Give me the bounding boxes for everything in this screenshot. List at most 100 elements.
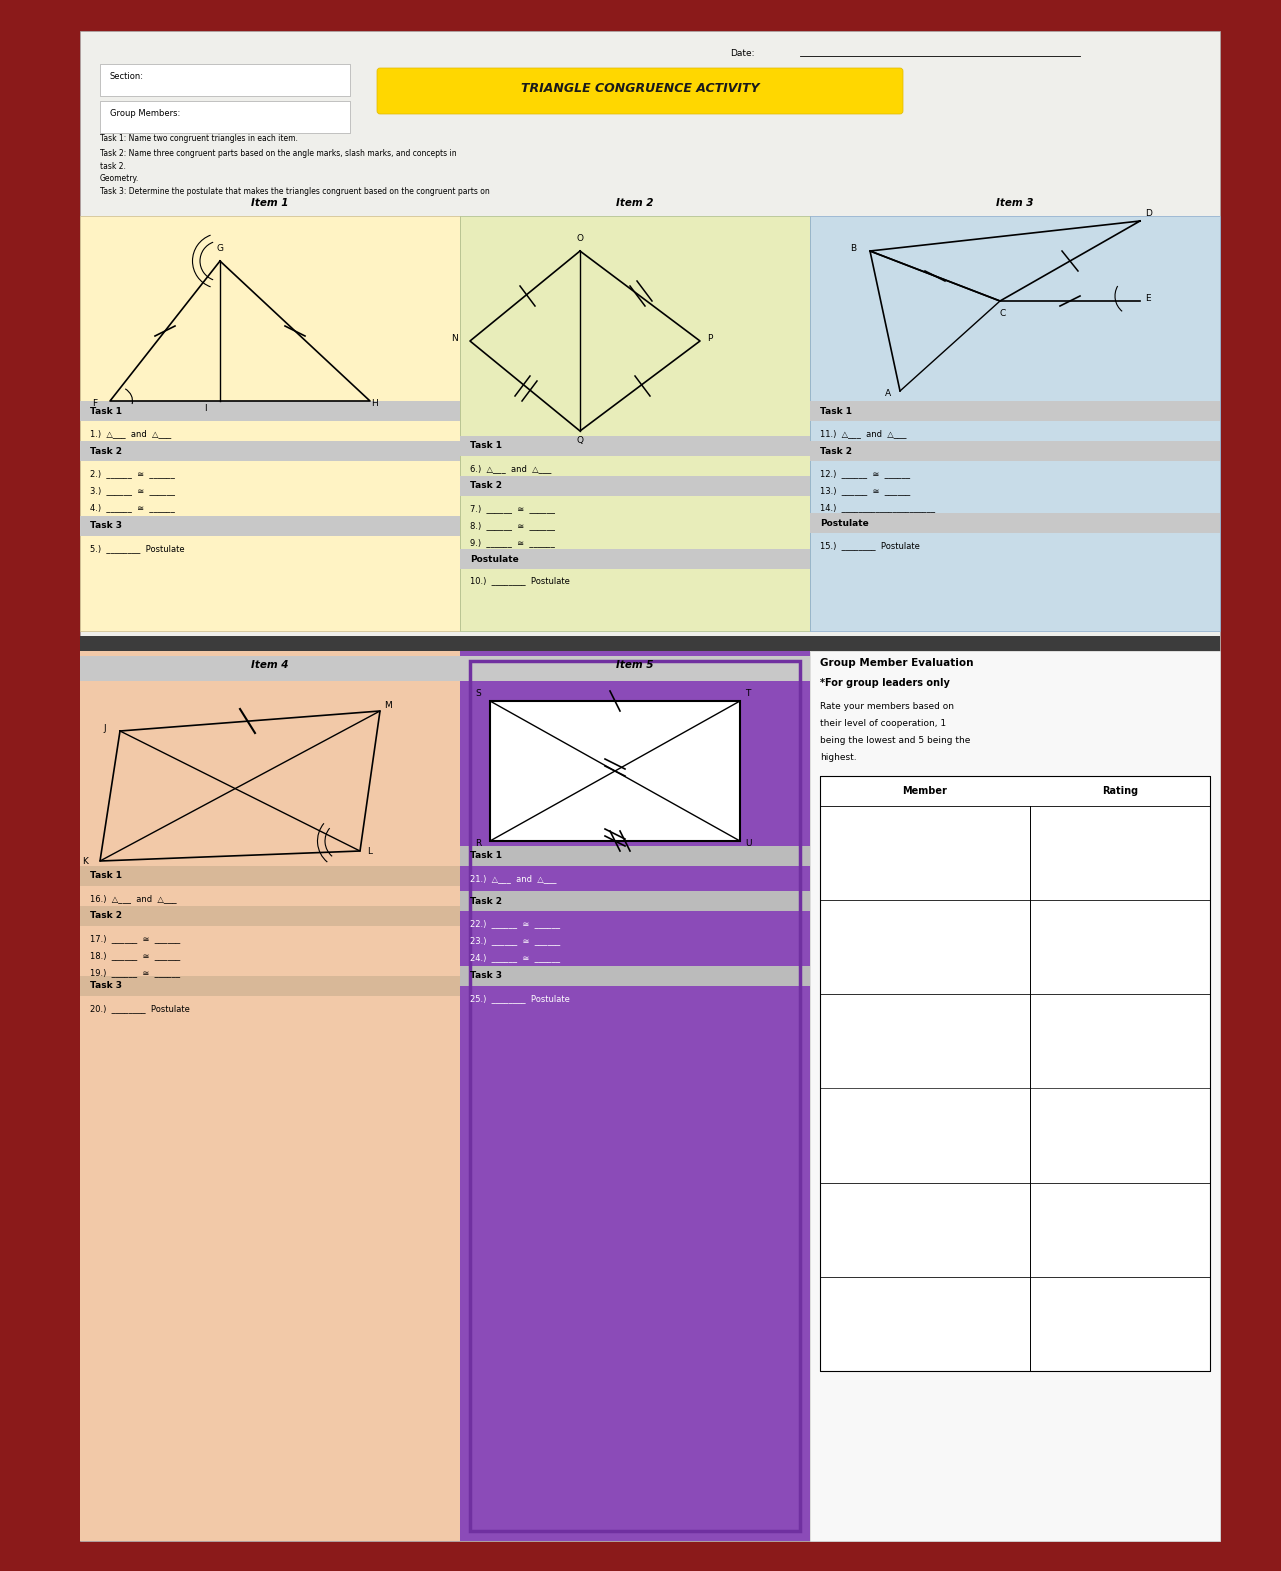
Text: 22.)  ______  ≅  ______: 22.) ______ ≅ ______ <box>470 919 560 928</box>
Text: H: H <box>371 399 378 408</box>
Text: 5.)  ________  Postulate: 5.) ________ Postulate <box>90 544 184 553</box>
Text: 14.)  ______________________: 14.) ______________________ <box>820 503 935 512</box>
Bar <box>820 1089 1211 1183</box>
Text: being the lowest and 5 being the: being the lowest and 5 being the <box>820 735 971 745</box>
Bar <box>79 31 1220 1541</box>
Bar <box>491 701 740 840</box>
Bar <box>79 657 460 680</box>
Text: Task 2: Task 2 <box>470 897 502 905</box>
Text: I: I <box>204 404 206 413</box>
Text: 3.)  ______  ≅  ______: 3.) ______ ≅ ______ <box>90 485 175 495</box>
Text: highest.: highest. <box>820 753 857 762</box>
Text: Member: Member <box>903 786 948 796</box>
Bar <box>820 776 1211 806</box>
Text: S: S <box>475 690 480 698</box>
Text: 10.)  ________  Postulate: 10.) ________ Postulate <box>470 577 570 584</box>
Text: Q: Q <box>576 437 584 445</box>
Bar <box>460 476 810 496</box>
Text: 9.)  ______  ≅  ______: 9.) ______ ≅ ______ <box>470 537 555 547</box>
Text: *For group leaders only: *For group leaders only <box>820 679 951 688</box>
Bar <box>79 866 460 886</box>
Bar <box>810 514 1220 533</box>
Text: N: N <box>452 335 459 342</box>
Bar <box>460 847 810 866</box>
Text: Group Member Evaluation: Group Member Evaluation <box>820 658 974 668</box>
Text: 6.)  △___  and  △___: 6.) △___ and △___ <box>470 463 551 473</box>
Text: Rating: Rating <box>1102 786 1138 796</box>
Text: Item 1: Item 1 <box>251 198 288 207</box>
Bar <box>810 441 1220 460</box>
Text: 15.)  ________  Postulate: 15.) ________ Postulate <box>820 540 920 550</box>
Text: Task 2: Name three congruent parts based on the angle marks, slash marks, and co: Task 2: Name three congruent parts based… <box>100 149 456 159</box>
Text: 2.)  ______  ≅  ______: 2.) ______ ≅ ______ <box>90 470 175 478</box>
Bar <box>460 650 810 1541</box>
Bar <box>820 994 1211 1089</box>
Text: Task 1: Task 1 <box>820 407 852 415</box>
Text: Postulate: Postulate <box>470 555 519 564</box>
Text: 1.)  △___  and  △___: 1.) △___ and △___ <box>90 429 172 438</box>
Text: Task 1: Task 1 <box>90 407 122 415</box>
Bar <box>460 437 810 456</box>
Bar <box>820 900 1211 994</box>
Text: Task 1: Task 1 <box>470 851 502 861</box>
Text: B: B <box>851 244 856 253</box>
Text: A: A <box>885 390 892 397</box>
Bar <box>79 976 460 996</box>
Text: Task 1: Name two congruent triangles in each item.: Task 1: Name two congruent triangles in … <box>100 134 298 143</box>
Bar <box>79 515 460 536</box>
Bar <box>100 64 350 96</box>
Bar <box>460 215 810 632</box>
Bar <box>79 636 1220 650</box>
Text: Geometry.: Geometry. <box>100 174 140 182</box>
Text: Group Members:: Group Members: <box>110 108 181 118</box>
Text: 7.)  ______  ≅  ______: 7.) ______ ≅ ______ <box>470 504 555 514</box>
Text: 18.)  ______  ≅  ______: 18.) ______ ≅ ______ <box>90 950 181 960</box>
Text: 8.)  ______  ≅  ______: 8.) ______ ≅ ______ <box>470 522 555 529</box>
Text: Section:: Section: <box>110 72 143 82</box>
Text: Task 3: Task 3 <box>470 971 502 980</box>
Text: 23.)  ______  ≅  ______: 23.) ______ ≅ ______ <box>470 936 560 946</box>
Bar <box>820 1277 1211 1371</box>
Bar <box>79 215 460 632</box>
Bar <box>100 101 350 134</box>
Text: Item 2: Item 2 <box>616 198 653 207</box>
Text: 13.)  ______  ≅  ______: 13.) ______ ≅ ______ <box>820 485 911 495</box>
Text: L: L <box>368 847 373 856</box>
Text: Rate your members based on: Rate your members based on <box>820 702 954 712</box>
Text: TRIANGLE CONGRUENCE ACTIVITY: TRIANGLE CONGRUENCE ACTIVITY <box>521 83 760 96</box>
Text: Task 3: Task 3 <box>90 982 122 990</box>
Text: task 2.: task 2. <box>100 162 126 171</box>
Bar <box>810 215 1220 632</box>
Text: Task 1: Task 1 <box>90 872 122 880</box>
Text: F: F <box>92 399 97 408</box>
Text: G: G <box>216 244 223 253</box>
Bar <box>810 650 1220 1541</box>
Text: Postulate: Postulate <box>820 518 869 528</box>
Text: C: C <box>1000 309 1007 317</box>
Text: 21.)  △___  and  △___: 21.) △___ and △___ <box>470 873 556 883</box>
Text: Task 3: Task 3 <box>90 522 122 531</box>
Bar <box>820 1183 1211 1277</box>
Bar <box>79 650 460 1541</box>
Bar <box>820 776 1211 1371</box>
Text: Task 2: Task 2 <box>90 911 122 921</box>
Bar <box>810 401 1220 421</box>
Text: J: J <box>104 724 106 734</box>
Text: Item 5: Item 5 <box>616 660 653 669</box>
Text: Task 2: Task 2 <box>470 481 502 490</box>
Text: 19.)  ______  ≅  ______: 19.) ______ ≅ ______ <box>90 968 181 977</box>
Text: O: O <box>576 234 584 244</box>
Text: D: D <box>1145 209 1152 218</box>
Text: P: P <box>707 335 712 342</box>
Text: 16.)  △___  and  △___: 16.) △___ and △___ <box>90 894 177 903</box>
Bar <box>470 661 801 1532</box>
Text: Item 4: Item 4 <box>251 660 288 669</box>
Text: 12.)  ______  ≅  ______: 12.) ______ ≅ ______ <box>820 470 910 478</box>
Text: Date:: Date: <box>730 49 755 58</box>
Text: Task 3: Determine the postulate that makes the triangles congruent based on the : Task 3: Determine the postulate that mak… <box>100 187 489 196</box>
Text: R: R <box>475 839 482 848</box>
Text: Task 2: Task 2 <box>90 446 122 456</box>
Text: T: T <box>746 690 751 698</box>
Bar <box>460 548 810 569</box>
Text: M: M <box>384 701 392 710</box>
